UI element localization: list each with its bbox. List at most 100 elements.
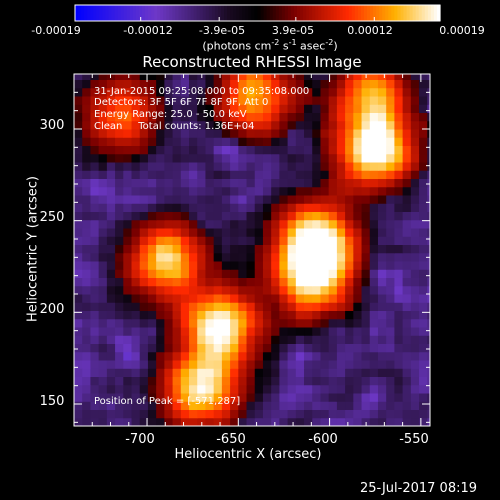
heatmap-cell xyxy=(205,170,215,179)
heatmap-cell xyxy=(254,87,264,97)
heatmap-cell xyxy=(312,120,321,130)
heatmap-cell xyxy=(189,285,198,295)
heatmap-cell xyxy=(328,219,338,229)
heatmap-cell xyxy=(131,129,141,138)
heatmap-cell xyxy=(123,401,133,410)
render-timestamp: 25-Jul-2017 08:19 xyxy=(360,481,478,496)
heatmap-cell xyxy=(164,417,174,426)
heatmap-cell xyxy=(312,195,321,204)
heatmap-cell xyxy=(205,203,215,212)
heatmap-cell xyxy=(386,318,395,328)
heatmap-cell xyxy=(419,269,428,278)
heatmap-cell xyxy=(262,74,272,80)
colorbar-segment xyxy=(351,5,356,21)
heatmap-cell xyxy=(238,162,248,171)
heatmap-cell xyxy=(172,236,182,245)
heatmap-cell xyxy=(115,170,124,179)
heatmap-cell xyxy=(377,145,387,155)
heatmap-cell xyxy=(123,368,133,377)
heatmap-cell xyxy=(312,294,321,303)
heatmap-cell xyxy=(172,409,182,419)
heatmap-cell xyxy=(172,269,182,278)
heatmap-cell xyxy=(90,302,100,311)
heatmap-cell xyxy=(427,195,430,204)
heatmap-cell xyxy=(295,409,305,419)
heatmap-cell xyxy=(156,368,165,377)
heatmap-cell xyxy=(82,228,91,237)
heatmap-cell xyxy=(164,186,174,196)
heatmap-cell xyxy=(74,219,83,229)
heatmap-cell xyxy=(427,294,430,303)
heatmap-cell xyxy=(377,351,387,361)
heatmap-cell xyxy=(295,277,305,287)
heatmap-cell xyxy=(246,236,256,245)
colorbar-segment xyxy=(357,5,362,21)
heatmap-cell xyxy=(262,417,272,426)
heatmap-cell xyxy=(328,228,338,237)
heatmap-cell xyxy=(74,343,83,353)
heatmap-cell xyxy=(262,153,272,163)
heatmap-cell xyxy=(74,129,83,138)
heatmap-cell xyxy=(254,112,264,122)
heatmap-cell xyxy=(410,186,420,196)
heatmap-cell xyxy=(295,137,305,146)
heatmap-cell xyxy=(74,252,83,262)
heatmap-cell xyxy=(172,417,182,426)
heatmap-cell xyxy=(410,96,420,105)
heatmap-cell xyxy=(123,186,133,196)
heatmap-cell xyxy=(238,211,248,221)
heatmap-cell xyxy=(221,360,231,369)
colorbar-segment xyxy=(339,5,344,21)
heatmap-cell xyxy=(106,112,116,122)
heatmap-cell xyxy=(410,153,420,163)
heatmap-cell xyxy=(328,145,338,155)
heatmap-cell xyxy=(156,277,165,287)
annotation-energy: Energy Range: 25.0 - 50.0 keV xyxy=(94,109,247,120)
heatmap-cell xyxy=(320,137,330,146)
heatmap-cell xyxy=(164,112,174,122)
heatmap-cell xyxy=(205,261,215,270)
heatmap-cell xyxy=(394,178,404,188)
colorbar-segment xyxy=(327,5,332,21)
heatmap-cell xyxy=(230,162,239,171)
heatmap-cell xyxy=(279,310,289,320)
heatmap-cell xyxy=(345,294,354,303)
heatmap-cell xyxy=(361,228,371,237)
colorbar-segment xyxy=(187,5,192,21)
heatmap-cell xyxy=(180,137,190,146)
x-tick-label: -600 xyxy=(308,432,338,447)
heatmap-cell xyxy=(361,384,371,394)
heatmap-cell xyxy=(312,129,321,138)
heatmap-cell xyxy=(410,162,420,171)
heatmap-cell xyxy=(221,269,231,278)
heatmap-cell xyxy=(304,153,313,163)
heatmap-cell xyxy=(345,129,354,138)
heatmap-cell xyxy=(295,96,305,105)
heatmap-cell xyxy=(205,96,215,105)
heatmap-cell xyxy=(123,327,133,336)
heatmap-cell xyxy=(82,236,91,245)
heatmap-cell xyxy=(82,277,91,287)
heatmap-cell xyxy=(74,393,83,402)
heatmap-cell xyxy=(254,302,264,311)
heatmap-cell xyxy=(427,211,430,221)
heatmap-cell xyxy=(238,285,248,295)
heatmap-cell xyxy=(213,228,223,237)
heatmap-cell xyxy=(419,137,428,146)
heatmap-cell xyxy=(82,244,91,254)
heatmap-cell xyxy=(320,195,330,204)
heatmap-cell xyxy=(271,335,280,344)
heatmap-cell xyxy=(328,74,338,80)
heatmap-cell xyxy=(345,203,354,212)
heatmap-cell xyxy=(304,294,313,303)
heatmap-cell xyxy=(279,277,289,287)
heatmap-cell xyxy=(197,269,206,278)
heatmap-cell xyxy=(279,162,289,171)
heatmap-cell xyxy=(304,186,313,196)
heatmap-cell xyxy=(320,302,330,311)
heatmap-cell xyxy=(131,401,141,410)
heatmap-cell xyxy=(115,384,124,394)
heatmap-cell xyxy=(336,368,346,377)
heatmap-cell xyxy=(254,294,264,303)
